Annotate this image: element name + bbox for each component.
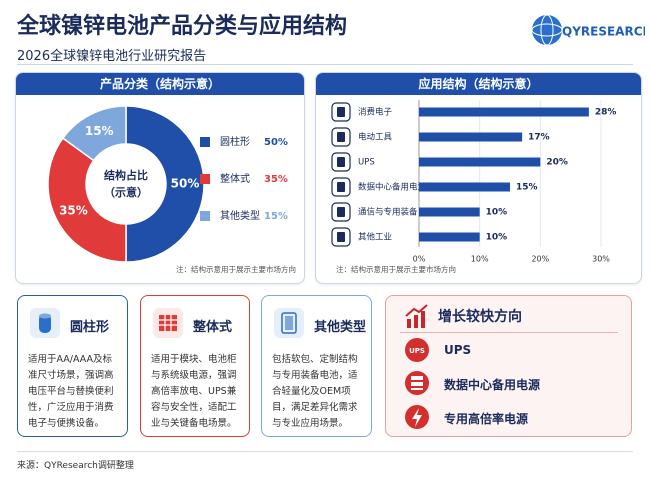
y-tick-label: 其他工业 xyxy=(358,232,392,243)
slice-label: 50% xyxy=(171,177,200,191)
row-icon-inner xyxy=(337,232,345,242)
legend-value: 15% xyxy=(264,211,288,222)
card-title: 其他类型 xyxy=(314,320,367,335)
x-tick-label: 0% xyxy=(413,255,426,264)
card-text: 适用于AA/AAA及标准尺寸场景，强调高电压平台与替换便利性，广泛应用于消费电子… xyxy=(28,354,114,429)
logo-globe xyxy=(532,15,562,45)
y-tick-label: 电动工具 xyxy=(358,132,393,143)
divider xyxy=(17,64,633,65)
card-title: 整体式 xyxy=(193,320,233,335)
bar xyxy=(419,207,480,217)
slice-label: 15% xyxy=(85,124,114,138)
legend-label: 圆柱形 xyxy=(220,135,250,148)
chart-note: 注：结构示意用于展示主要市场方向 xyxy=(336,264,456,274)
card-icon xyxy=(153,308,183,338)
chart-note: 注：结构示意用于展示主要市场方向 xyxy=(176,264,296,274)
bar xyxy=(419,232,480,242)
panel-title: 应用结构（结构示意） xyxy=(316,73,641,95)
row-icon-inner xyxy=(337,107,345,117)
value-label: 20% xyxy=(546,158,568,168)
y-tick-label: 消费电子 xyxy=(358,107,393,118)
product-panel: 产品分类（结构示意） 50% 圆柱形 50% 35% 整体式 35% 15% 其他类型 15% 结… xyxy=(15,72,305,284)
legend-swatch xyxy=(200,174,210,184)
bar xyxy=(419,107,589,117)
row-icon-inner xyxy=(337,132,345,142)
row-icon-inner xyxy=(337,182,345,192)
card: 圆柱形 适用于AA/AAA及标准尺寸场景，强调高电压平台与替换便利性，广泛应用于… xyxy=(17,295,128,437)
growth-icon xyxy=(405,304,428,328)
logo-globe-line xyxy=(531,23,563,37)
legend-swatch xyxy=(200,137,210,147)
title: 全球镍锌电池产品分类与应用结构 xyxy=(17,14,348,39)
bar xyxy=(419,157,541,167)
bar xyxy=(419,182,510,192)
value-label: 15% xyxy=(516,183,538,193)
value-label: 10% xyxy=(486,208,508,218)
growth-item: 专用高倍率电源 xyxy=(444,412,529,426)
card-text: 适用于模块、电池柜与系统级电源，强调高倍率放电、UPS兼容与安全性，适配工业与关… xyxy=(151,354,237,429)
logo: QYRESEARCH xyxy=(531,14,645,46)
legend-value: 35% xyxy=(264,174,288,185)
value-label: 10% xyxy=(486,233,508,243)
y-tick-label: 数据中心备用电源 xyxy=(358,182,427,193)
bar-chart: 0% 10% 20% 30% 消费电子 28% 电动工具 17% UPS 20% 数据中心备用电源 1… xyxy=(331,100,617,274)
divider xyxy=(17,451,633,452)
y-tick-label: UPS xyxy=(358,158,375,168)
center-label: 结构占比 xyxy=(103,168,148,182)
legend-label: 整体式 xyxy=(220,172,250,185)
card-icon xyxy=(30,308,60,338)
footer: 来源：QYResearch调研整理 xyxy=(17,461,134,471)
panel-title: 产品分类（结构示意） xyxy=(16,73,304,95)
card-icon xyxy=(274,308,304,338)
growth-title: 增长较快方向 xyxy=(438,309,522,325)
donut-slice xyxy=(125,105,205,263)
donut-slice xyxy=(61,105,127,162)
growth-icons: UPS xyxy=(405,338,429,429)
x-tick-label: 10% xyxy=(471,255,489,264)
donut-slice xyxy=(47,137,127,263)
card-title: 圆柱形 xyxy=(70,320,110,335)
svg-text:UPS: UPS xyxy=(409,347,425,355)
value-label: 28% xyxy=(595,108,617,118)
card: 其他类型 包括软包、定制结构与专用装备电池，适合轻量化及OEM项目，满足差异化需… xyxy=(261,295,372,437)
row-icon-inner xyxy=(337,207,345,217)
value-label: 17% xyxy=(528,133,550,143)
slice-label: 35% xyxy=(59,203,88,217)
growth-item: UPS xyxy=(444,343,472,357)
x-tick-label: 20% xyxy=(531,255,549,264)
growth-card: 增长较快方向 UPS UPS 数据中心备用电源 专用高倍率电源 xyxy=(385,295,632,437)
legend-label: 其他类型 xyxy=(220,209,260,222)
logo-text: QYRESEARCH xyxy=(562,25,645,39)
legend-swatch xyxy=(200,211,210,221)
subtitle: 2026全球镍锌电池行业研究报告 xyxy=(17,49,207,64)
growth-item: 数据中心备用电源 xyxy=(444,378,541,392)
application-panel: 应用结构（结构示意） 0% 10% 20% 30% 消费电子 28% 电动工具 17% UPS 2… xyxy=(315,72,642,284)
card: 整体式 适用于模块、电池柜与系统级电源，强调高倍率放电、UPS兼容与安全性，适配… xyxy=(140,295,250,437)
bar xyxy=(419,132,523,142)
row-icon-inner xyxy=(337,157,345,167)
card-text: 包括软包、定制结构与专用装备电池，适合轻量化及OEM项目，满足差异化需求与专业应… xyxy=(272,354,358,429)
divider xyxy=(400,332,618,333)
x-tick-label: 30% xyxy=(592,255,610,264)
legend-value: 50% xyxy=(264,137,288,148)
logo-globe-line xyxy=(540,14,554,46)
donut-chart: 50% 圆柱形 50% 35% 整体式 35% 15% 其他类型 15% 结构占比 （示意） 注：结构… xyxy=(47,105,296,274)
center-label: （示意） xyxy=(104,185,148,199)
y-tick-label: 通信与专用装备 xyxy=(358,207,418,218)
